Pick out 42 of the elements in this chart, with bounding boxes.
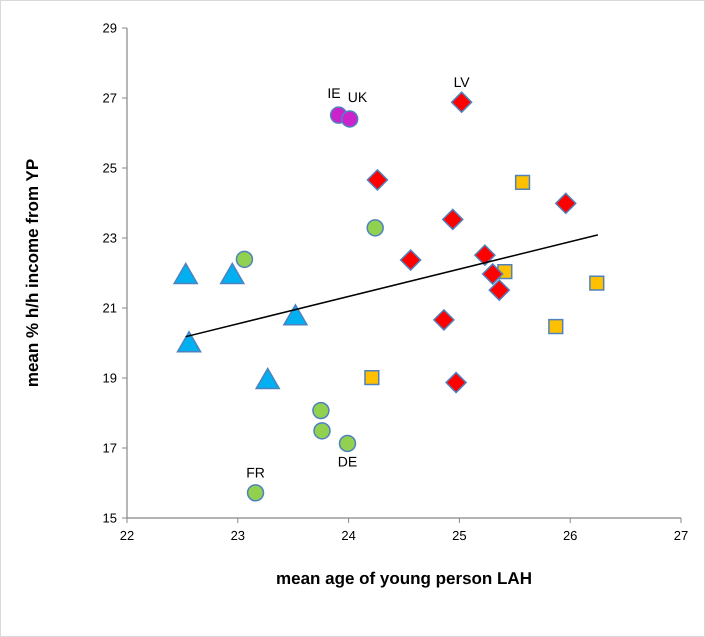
x-tick-label: 26 bbox=[562, 528, 578, 543]
y-tick-label: 23 bbox=[102, 230, 117, 246]
point bbox=[548, 318, 564, 334]
point bbox=[313, 422, 331, 440]
y-tick-label: 19 bbox=[102, 370, 117, 386]
point bbox=[340, 110, 358, 128]
point bbox=[482, 263, 504, 285]
point bbox=[364, 370, 380, 386]
x-tick-label: 22 bbox=[120, 528, 134, 543]
point bbox=[442, 208, 464, 230]
x-tick-label: 24 bbox=[341, 528, 356, 543]
y-tick-label: 25 bbox=[102, 160, 117, 176]
y-tick-label: 15 bbox=[102, 510, 117, 526]
point bbox=[338, 434, 356, 452]
point bbox=[589, 276, 604, 291]
y-tick-label: 27 bbox=[102, 90, 117, 106]
point bbox=[445, 372, 467, 394]
x-tick-label: 23 bbox=[230, 528, 246, 543]
y-axis-title: mean % h/h income from YP bbox=[23, 158, 42, 388]
x-tick-label: 25 bbox=[452, 528, 467, 543]
point bbox=[366, 169, 388, 191]
point bbox=[312, 402, 330, 420]
point bbox=[488, 279, 510, 301]
x-tick-label: 27 bbox=[674, 528, 688, 543]
point bbox=[246, 484, 264, 502]
annotation: LV bbox=[454, 74, 470, 90]
y-tick-label: 17 bbox=[102, 440, 117, 456]
annotation: FR bbox=[246, 464, 265, 481]
point bbox=[236, 250, 254, 268]
annotation: IE bbox=[327, 85, 341, 102]
y-tick-label: 21 bbox=[102, 300, 117, 316]
point bbox=[366, 219, 384, 237]
point bbox=[433, 309, 455, 331]
annotation: UK bbox=[348, 88, 368, 105]
point bbox=[474, 244, 496, 266]
y-tick-label: 29 bbox=[102, 20, 117, 36]
point bbox=[400, 249, 422, 271]
point bbox=[514, 174, 530, 190]
annotation: DE bbox=[338, 453, 358, 470]
point bbox=[555, 192, 577, 214]
x-axis-title: mean age of young person LAH bbox=[276, 569, 532, 588]
point bbox=[450, 91, 472, 113]
